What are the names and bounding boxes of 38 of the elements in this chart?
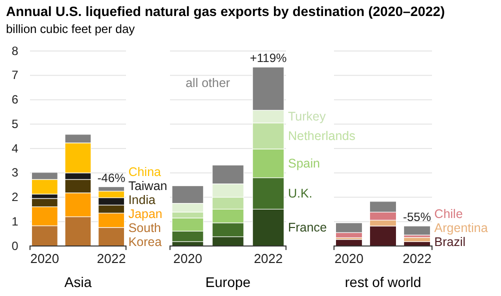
series-label: Chile [434, 207, 463, 221]
series-label: Netherlands [288, 128, 356, 143]
x-axis-title: Asia [64, 274, 92, 290]
y-tick-label: 8 [12, 44, 19, 58]
y-tick-label: 2 [12, 190, 19, 204]
chart-subtitle: billion cubic feet per day [6, 22, 135, 36]
text: Annual U.S. liquefied natural gas exports by destination (2020–2022) [6, 4, 445, 19]
x-tick-label: 2020 [173, 251, 202, 266]
y-tick-label: 1 [12, 214, 19, 228]
y-tick-label: 0 [12, 238, 19, 253]
series-label: India [128, 193, 156, 207]
series-label: Japan [128, 207, 162, 221]
series-label: all other [186, 76, 230, 90]
x-axis-title: Europe [205, 274, 251, 290]
x-tick-label: 2022 [96, 251, 126, 266]
series-label: Taiwan [128, 179, 168, 193]
series-label: Argentina [434, 221, 488, 235]
y-tick-label: 7 [12, 68, 19, 82]
series-label: France [288, 220, 327, 235]
y-tick-label: 6 [12, 92, 19, 107]
x-tick-label: 2022 [254, 251, 283, 266]
series-label: Brazil [434, 235, 466, 249]
x-axis-title: rest of world [344, 274, 422, 290]
x-tick-label: 2022 [402, 251, 432, 266]
series-label: U.K. [288, 186, 312, 200]
series-label: China [128, 165, 162, 179]
x-tick-label: 2020 [30, 251, 60, 266]
annotation: +119% [250, 51, 288, 66]
y-tick-label: 5 [12, 116, 19, 131]
annotation: -55% [403, 210, 432, 224]
series-label: South Korea [128, 221, 162, 249]
y-tick-label: 3 [12, 166, 19, 180]
series-label: Spain [288, 156, 320, 170]
series-label: Turkey [288, 110, 326, 124]
y-tick-label: 4 [12, 141, 19, 156]
annotation: -46% [97, 170, 126, 185]
bar [403, 226, 431, 236]
x-tick-label: 2020 [334, 251, 364, 266]
